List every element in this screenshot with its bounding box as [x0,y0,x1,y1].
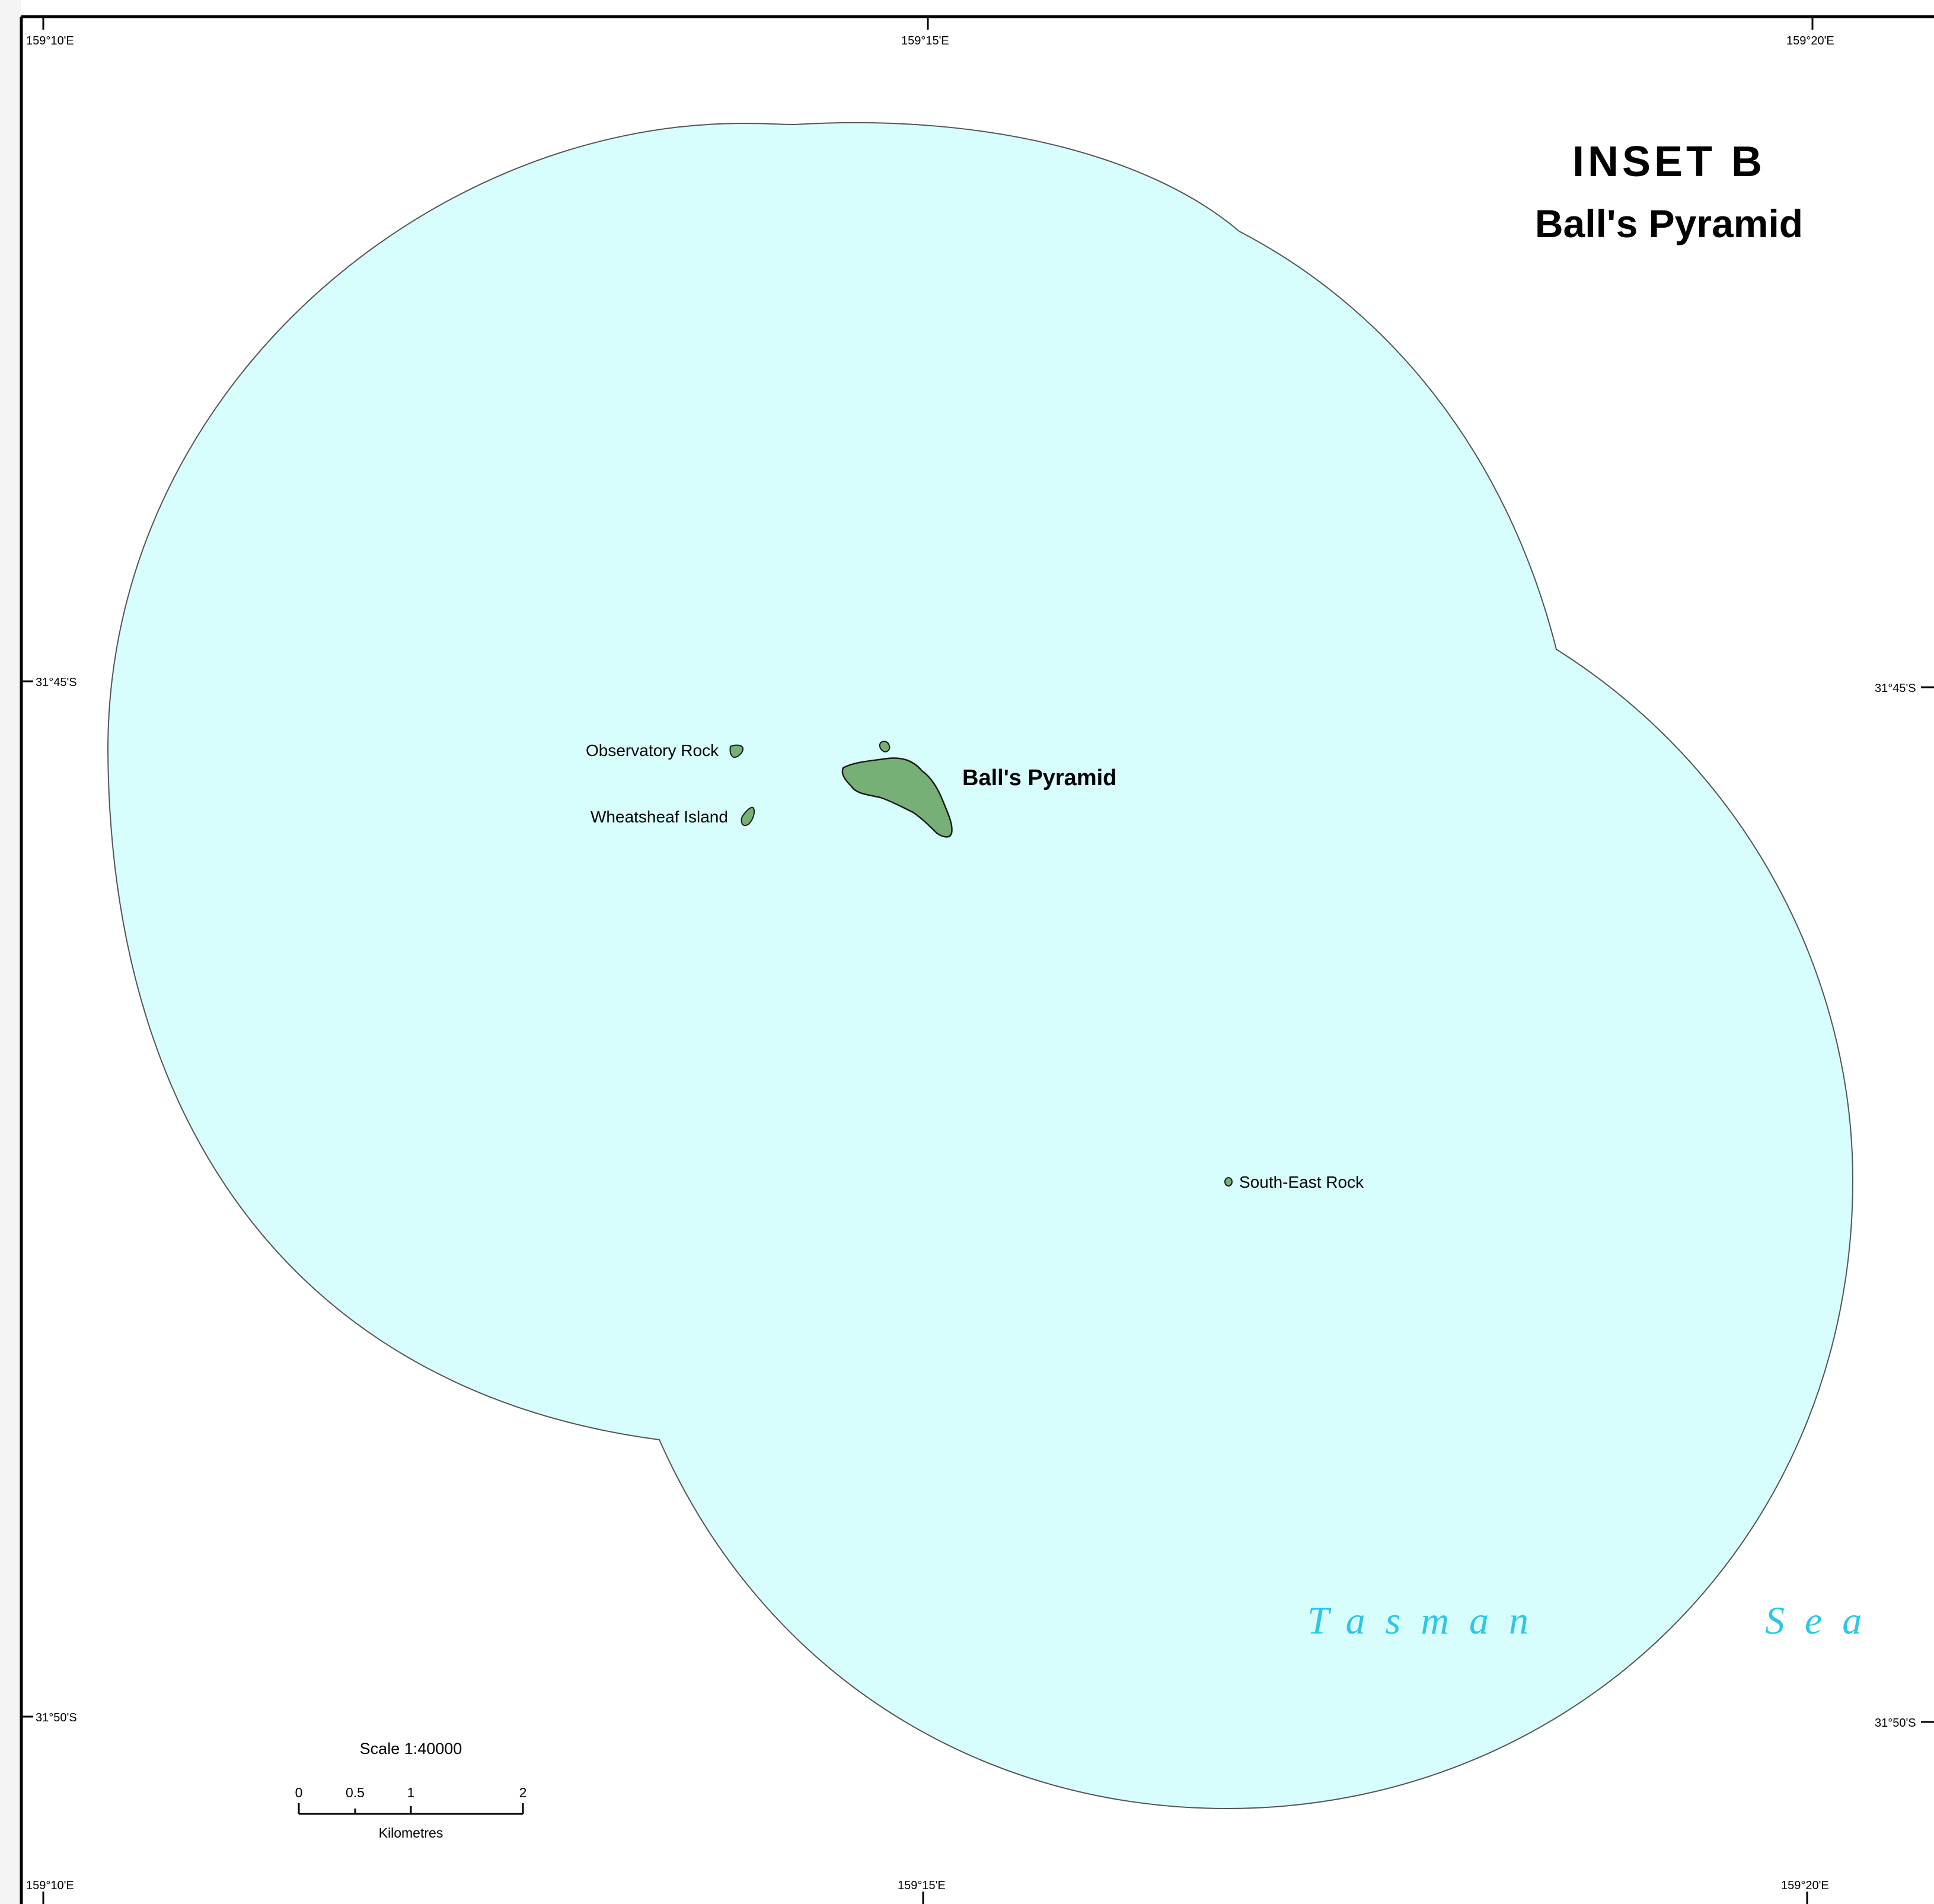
scale-tick-label-1: 1 [407,1785,415,1800]
islet-near-pyramid [879,741,891,752]
scale-tick-label-0-5: 0.5 [346,1785,365,1800]
sea-label-word-tasman: Tasman [1307,1599,1549,1643]
islands [729,741,1233,1187]
place-labels: Ball's Pyramid Observatory Rock Wheatshe… [586,741,1364,1191]
lon-label-top-center: 159°15'E [901,34,949,47]
lat-label-left-upper: 31°45'S [36,676,77,689]
graticule-ticks [21,17,1934,1904]
observatory-rock-shape [729,744,744,758]
lat-label-right-upper: 31°45'S [1875,682,1916,695]
waters-zone [107,122,1854,1810]
balls-pyramid-island [841,757,953,838]
scale-tick-label-0: 0 [295,1785,303,1800]
sea-label: Tasman Sea [1307,1599,1882,1643]
scale-bar-line [298,1803,524,1815]
map-frame [20,15,1934,1904]
scale-label: Scale 1:40000 [360,1740,462,1758]
scale-tick-label-2: 2 [519,1785,527,1800]
south-east-rock-label: South-East Rock [1239,1173,1364,1191]
lon-label-bottom-center: 159°15'E [898,1879,946,1892]
lon-label-bottom-right: 159°20'E [1781,1879,1829,1892]
observatory-rock-label: Observatory Rock [586,741,719,760]
graticule-labels: 159°10'E 159°15'E 159°20'E 159°10'E 159°… [26,34,1916,1892]
inset-subtitle: Ball's Pyramid [1535,202,1803,245]
balls-pyramid-label: Ball's Pyramid [962,766,1116,790]
wheatsheaf-island-shape [741,806,755,827]
lat-label-right-lower: 31°50'S [1875,1717,1916,1730]
lon-label-bottom-left: 159°10'E [26,1879,74,1892]
sea-label-word-sea: Sea [1765,1599,1882,1643]
inset-title: INSET B [1572,138,1766,186]
scale-bar: Scale 1:40000 0 0.5 1 2 Kilometres [295,1740,527,1841]
lat-label-left-lower: 31°50'S [36,1711,77,1724]
page-margin [0,0,21,1904]
lon-label-top-right: 159°20'E [1786,34,1834,47]
south-east-rock-shape [1224,1177,1233,1187]
wheatsheaf-island-label: Wheatsheaf Island [591,808,728,826]
scale-units: Kilometres [379,1825,443,1841]
inset-title-block: INSET B Ball's Pyramid [1535,138,1803,245]
lon-label-top-left: 159°10'E [26,34,74,47]
